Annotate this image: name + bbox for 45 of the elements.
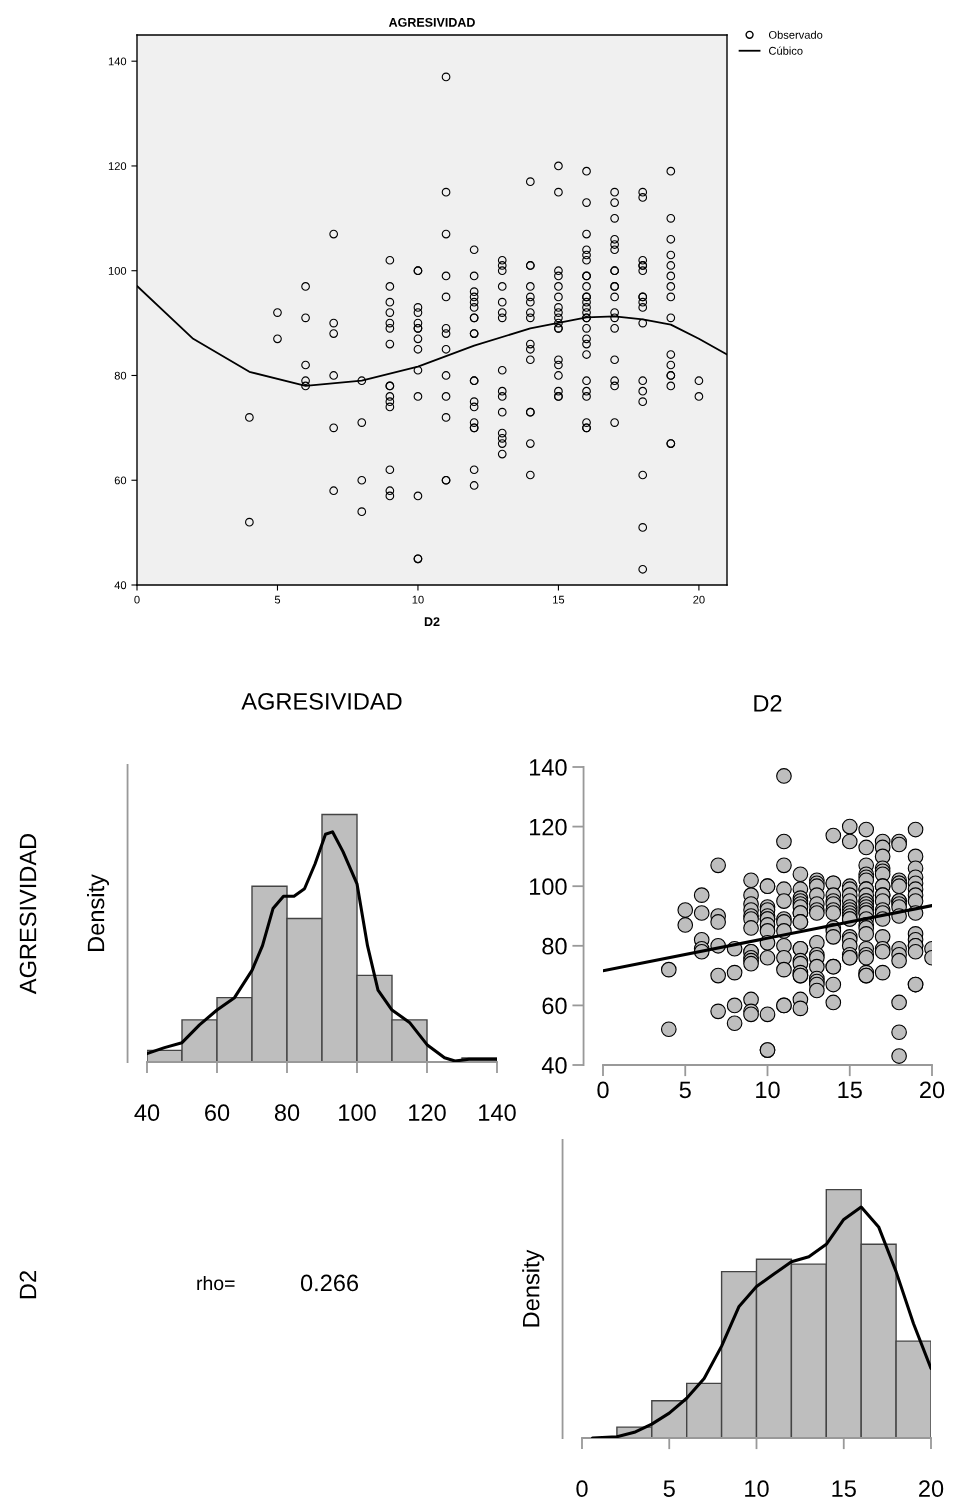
text: 0.266 bbox=[300, 1274, 359, 1292]
x-tick-label: 0 bbox=[134, 595, 140, 604]
y-tick-label: 80 bbox=[542, 937, 567, 955]
x-tick-label: 20 bbox=[693, 595, 705, 604]
x-tick-label: 5 bbox=[679, 1081, 691, 1099]
x-tick-label: 10 bbox=[745, 1480, 769, 1498]
x-tick-label: 20 bbox=[920, 1081, 945, 1099]
x-tick-label: 5 bbox=[663, 1480, 675, 1498]
y-tick-label: 120 bbox=[108, 162, 127, 171]
y-tick-label: 140 bbox=[108, 57, 127, 66]
chart-title: D2 bbox=[754, 694, 782, 712]
x-tick-label: 120 bbox=[409, 1104, 446, 1122]
y-tick-label: 140 bbox=[529, 759, 567, 776]
y-tick-label: 40 bbox=[541, 1057, 567, 1074]
x-tick-label: 0 bbox=[597, 1081, 609, 1099]
x-tick-label: 15 bbox=[838, 1081, 862, 1099]
x-tick-label: 40 bbox=[134, 1104, 160, 1122]
text: rho= bbox=[197, 1275, 235, 1291]
x-tick-label: 20 bbox=[919, 1480, 944, 1498]
chart-title: AGRESIVIDAD bbox=[241, 692, 402, 710]
x-tick-label: 5 bbox=[274, 595, 281, 604]
y-tick-label: 120 bbox=[529, 818, 567, 836]
x-tick-label: 60 bbox=[205, 1104, 230, 1122]
text: D2 bbox=[19, 1271, 37, 1299]
y-tick-label: 100 bbox=[529, 878, 567, 895]
x-tick-label: 0 bbox=[576, 1480, 588, 1498]
text: AGRESIVIDAD bbox=[19, 833, 37, 995]
chart-title: AGRESIVIDAD bbox=[388, 17, 475, 27]
legend-label: Cúbico bbox=[769, 46, 803, 55]
x-tick-label: 100 bbox=[339, 1104, 376, 1122]
y-tick-label: 60 bbox=[114, 476, 127, 485]
x-tick-label: 140 bbox=[479, 1104, 516, 1122]
y-tick-label: 80 bbox=[114, 371, 127, 380]
x-tick-label: 10 bbox=[412, 595, 424, 604]
y-tick-label: 60 bbox=[542, 997, 567, 1015]
y-axis-title: Density bbox=[87, 874, 110, 951]
x-axis-title: D2 bbox=[424, 617, 440, 626]
y-tick-label: 40 bbox=[114, 581, 127, 590]
y-axis-title: Density bbox=[522, 1249, 545, 1327]
x-tick-label: 80 bbox=[274, 1104, 300, 1122]
legend-label: Observado bbox=[768, 30, 823, 39]
x-tick-label: 15 bbox=[553, 595, 565, 604]
x-tick-label: 10 bbox=[756, 1081, 780, 1099]
y-tick-label: 100 bbox=[108, 266, 127, 275]
x-tick-label: 15 bbox=[832, 1480, 856, 1498]
